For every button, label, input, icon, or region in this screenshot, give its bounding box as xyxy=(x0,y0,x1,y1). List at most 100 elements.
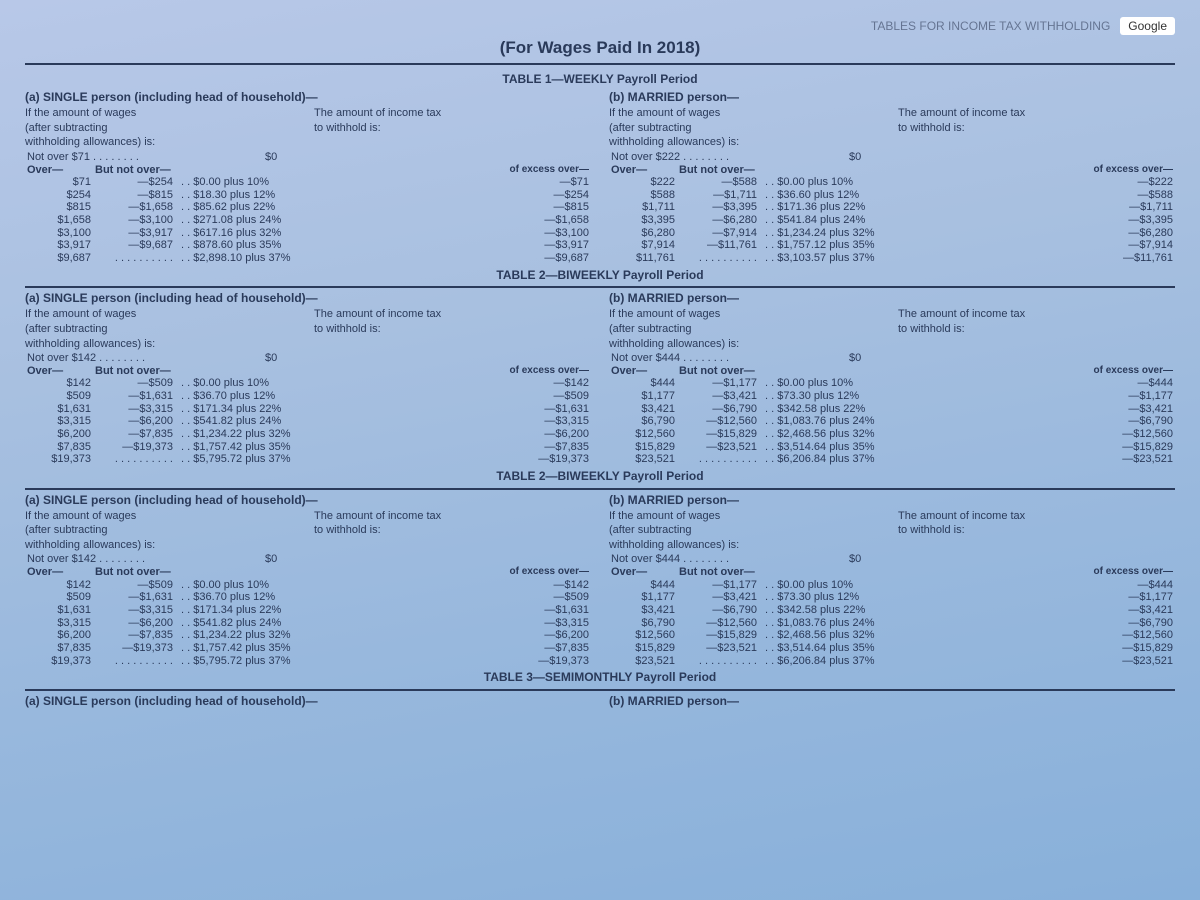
excess-over-amount: —$6,790 xyxy=(1081,617,1175,630)
but-not-over-amount: —$3,395 xyxy=(677,201,759,214)
over-amount: $15,829 xyxy=(609,441,677,454)
tax-formula: . . $541.82 plus 24% xyxy=(175,617,497,630)
excess-over-amount: —$15,829 xyxy=(1081,642,1175,655)
tax-formula: . . $171.34 plus 22% xyxy=(175,604,497,617)
but-not-over-amount: —$1,631 xyxy=(93,390,175,403)
partial-married-title: (b) MARRIED person— xyxy=(609,695,1175,709)
tax-formula: . . $3,103.57 plus 37% xyxy=(759,252,1081,265)
excess-over-amount: —$23,521 xyxy=(1081,453,1175,466)
but-not-over-amount: . . . . . . . . . . xyxy=(93,252,175,265)
partial-single-title: (a) SINGLE person (including head of hou… xyxy=(25,695,591,709)
but-not-over-amount: —$3,315 xyxy=(93,403,175,416)
page-title: (For Wages Paid In 2018) xyxy=(25,38,1175,58)
not-over-row: Not over $444 . . . . . . . . $0 xyxy=(609,352,1175,365)
bracket-row: $142 —$509 . . $0.00 plus 10% —$142 xyxy=(25,377,591,390)
tax-formula: . . $85.62 plus 22% xyxy=(175,201,497,214)
excess-over-amount: —$509 xyxy=(497,390,591,403)
google-badge: Google xyxy=(1120,17,1175,35)
tax-formula: . . $36.70 plus 12% xyxy=(175,591,497,604)
but-not-over-amount: —$3,100 xyxy=(93,214,175,227)
bracket-row: $444 —$1,177 . . $0.00 plus 10% —$444 xyxy=(609,377,1175,390)
excess-over-amount: —$6,790 xyxy=(1081,415,1175,428)
over-amount: $1,631 xyxy=(25,403,93,416)
excess-over-amount: —$588 xyxy=(1081,189,1175,202)
but-not-over-amount: —$19,373 xyxy=(93,642,175,655)
intro-line: to withhold is: xyxy=(314,323,591,336)
over-amount: $3,315 xyxy=(25,415,93,428)
table-footer: TABLE 3—SEMIMONTHLY Payroll Period xyxy=(25,671,1175,685)
excess-over-amount: —$6,200 xyxy=(497,629,591,642)
married-panel: (b) MARRIED person— If the amount of wag… xyxy=(609,292,1175,465)
but-not-over-amount: —$7,914 xyxy=(677,227,759,240)
bracket-row: $19,373 . . . . . . . . . . . . $5,795.7… xyxy=(25,453,591,466)
single-title: (a) SINGLE person (including head of hou… xyxy=(25,91,591,105)
excess-over-amount: —$142 xyxy=(497,377,591,390)
over-amount: $444 xyxy=(609,377,677,390)
over-amount: $1,711 xyxy=(609,201,677,214)
tax-formula: . . $1,083.76 plus 24% xyxy=(759,617,1081,630)
married-title: (b) MARRIED person— xyxy=(609,292,1175,306)
but-not-over-amount: —$254 xyxy=(93,176,175,189)
col-excess-over: of excess over— xyxy=(497,164,591,177)
zero-amount: $0 xyxy=(843,352,1081,365)
excess-over-amount: —$1,711 xyxy=(1081,201,1175,214)
intro-line: The amount of income tax xyxy=(898,308,1175,321)
zero-amount: $0 xyxy=(843,553,1081,566)
but-not-over-amount: —$12,560 xyxy=(677,617,759,630)
over-amount: $142 xyxy=(25,377,93,390)
tax-formula: . . $0.00 plus 10% xyxy=(759,579,1081,592)
but-not-over-amount: —$19,373 xyxy=(93,441,175,454)
not-over-label: Not over $444 . . . . . . . . xyxy=(609,352,843,365)
excess-over-amount: —$11,761 xyxy=(1081,252,1175,265)
intro-line: (after subtracting xyxy=(25,323,302,336)
not-over-label: Not over $71 . . . . . . . . xyxy=(25,151,259,164)
but-not-over-amount: —$12,560 xyxy=(677,415,759,428)
not-over-label: Not over $444 . . . . . . . . xyxy=(609,553,843,566)
tax-formula: . . $342.58 plus 22% xyxy=(759,604,1081,617)
not-over-row: Not over $142 . . . . . . . . $0 xyxy=(25,352,591,365)
bracket-row: $3,315 —$6,200 . . $541.82 plus 24% —$3,… xyxy=(25,617,591,630)
but-not-over-amount: —$23,521 xyxy=(677,642,759,655)
intro-line: withholding allowances) is: xyxy=(609,338,886,351)
zero-amount: $0 xyxy=(259,151,497,164)
tax-formula: . . $0.00 plus 10% xyxy=(759,176,1081,189)
bracket-row: $509 —$1,631 . . $36.70 plus 12% —$509 xyxy=(25,591,591,604)
but-not-over-amount: —$3,315 xyxy=(93,604,175,617)
excess-over-amount: —$3,395 xyxy=(1081,214,1175,227)
excess-over-amount: —$15,829 xyxy=(1081,441,1175,454)
but-not-over-amount: —$815 xyxy=(93,189,175,202)
bracket-row: $9,687 . . . . . . . . . . . . $2,898.10… xyxy=(25,252,591,265)
tax-formula: . . $878.60 plus 35% xyxy=(175,239,497,252)
but-not-over-amount: —$3,421 xyxy=(677,390,759,403)
excess-over-amount: —$3,917 xyxy=(497,239,591,252)
over-amount: $509 xyxy=(25,390,93,403)
not-over-row: Not over $222 . . . . . . . . $0 xyxy=(609,151,1175,164)
intro-line: withholding allowances) is: xyxy=(25,136,302,149)
over-amount: $142 xyxy=(25,579,93,592)
excess-over-amount: —$444 xyxy=(1081,579,1175,592)
bracket-row: $444 —$1,177 . . $0.00 plus 10% —$444 xyxy=(609,579,1175,592)
single-title: (a) SINGLE person (including head of hou… xyxy=(25,494,591,508)
over-amount: $1,658 xyxy=(25,214,93,227)
over-amount: $71 xyxy=(25,176,93,189)
tax-formula: . . $171.34 plus 22% xyxy=(175,403,497,416)
bracket-row: $3,917 —$9,687 . . $878.60 plus 35% —$3,… xyxy=(25,239,591,252)
but-not-over-amount: —$6,280 xyxy=(677,214,759,227)
over-amount: $6,790 xyxy=(609,617,677,630)
tax-formula: . . $6,206.84 plus 37% xyxy=(759,655,1081,668)
tax-formula: . . $5,795.72 plus 37% xyxy=(175,453,497,466)
intro-line: If the amount of wages xyxy=(25,107,302,120)
intro-line: (after subtracting xyxy=(609,524,886,537)
bracket-row: $7,914 —$11,761 . . $1,757.12 plus 35% —… xyxy=(609,239,1175,252)
not-over-label: Not over $142 . . . . . . . . xyxy=(25,352,259,365)
bracket-row: $15,829 —$23,521 . . $3,514.64 plus 35% … xyxy=(609,441,1175,454)
but-not-over-amount: —$7,835 xyxy=(93,428,175,441)
payroll-section: (a) SINGLE person (including head of hou… xyxy=(25,286,1175,483)
over-amount: $15,829 xyxy=(609,642,677,655)
col-excess-over: of excess over— xyxy=(497,365,591,378)
tax-formula: . . $271.08 plus 24% xyxy=(175,214,497,227)
excess-over-amount: —$7,914 xyxy=(1081,239,1175,252)
intro-line: If the amount of wages xyxy=(609,308,886,321)
faded-header: TABLES FOR INCOME TAX WITHHOLDING xyxy=(871,19,1110,33)
top-row: TABLES FOR INCOME TAX WITHHOLDING Google xyxy=(25,20,1175,34)
